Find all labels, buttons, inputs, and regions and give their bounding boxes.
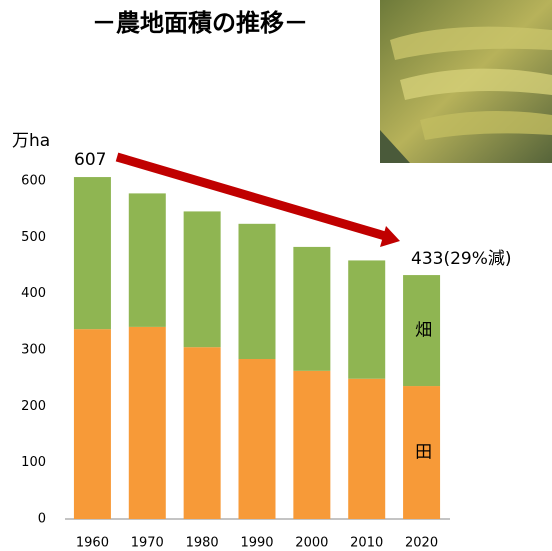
annotation: 433(29%減) (411, 249, 512, 269)
x-tick-label: 1990 (240, 536, 273, 551)
y-axis-label: 万ha (12, 131, 50, 151)
bar-segment (239, 224, 276, 359)
x-tick-label: 1980 (186, 536, 219, 551)
x-tick-label: 1960 (76, 536, 109, 551)
bar-segment (129, 193, 166, 327)
y-tick-label: 200 (21, 399, 46, 414)
x-tick-label: 2010 (350, 536, 383, 551)
x-tick-label: 2020 (405, 536, 438, 551)
bar-segment (239, 359, 276, 519)
bar-segment (184, 347, 221, 519)
bar-segment (74, 329, 111, 519)
x-tick-label: 2000 (295, 536, 328, 551)
bar-segment (184, 211, 221, 347)
y-tick-label: 600 (21, 174, 46, 189)
bar-segment (129, 327, 166, 519)
annotation: 607 (74, 150, 106, 170)
chart-title: －農地面積の推移－ (92, 9, 308, 37)
bar-segment (348, 379, 385, 519)
series-label: 畑 (415, 321, 432, 341)
bar-segment (293, 371, 330, 519)
bar-segment (293, 247, 330, 371)
photo (380, 0, 552, 163)
y-tick-label: 400 (21, 286, 46, 301)
y-tick-label: 500 (21, 230, 46, 245)
chart: －農地面積の推移－ 万ha 607 433(29%減) 0 100 200 300 40… (0, 0, 552, 551)
x-tick-label: 1970 (131, 536, 164, 551)
y-tick-label: 300 (21, 343, 46, 358)
bar-segment (348, 260, 385, 378)
series-label: 田 (415, 443, 432, 463)
y-tick-label: 0 (38, 512, 46, 527)
bar-segment (74, 177, 111, 329)
y-tick-label: 100 (21, 455, 46, 470)
